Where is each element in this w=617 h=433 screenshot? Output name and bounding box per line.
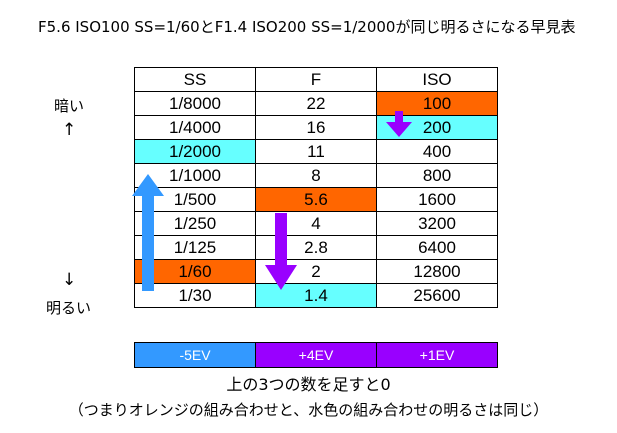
exposure-table: SS F ISO 1/8000 22 100 1/4000 16 200 1/2… <box>134 67 498 308</box>
cell-ss: 1/2000 <box>134 139 256 164</box>
cell-f: 2.8 <box>255 235 377 260</box>
cell-iso: 6400 <box>376 235 498 260</box>
ev-cell-f: +4EV <box>255 342 377 368</box>
cell-f: 5.6 <box>255 187 377 212</box>
header-iso: ISO <box>376 67 498 92</box>
cell-iso: 25600 <box>376 283 498 308</box>
ev-cell-iso: +1EV <box>376 342 498 368</box>
table-row: 1/2000 11 400 <box>134 139 498 164</box>
table-row: 1/60 2 12800 <box>134 259 498 284</box>
summary-note: 上の3つの数を足すと0 <box>226 375 391 394</box>
cell-ss: 1/500 <box>134 187 256 212</box>
cell-ss: 1/8000 <box>134 91 256 116</box>
table-row: 1/250 4 3200 <box>134 211 498 236</box>
ev-summary-table: -5EV +4EV +1EV <box>134 342 498 368</box>
cell-ss: 1/1000 <box>134 163 256 188</box>
cell-iso: 400 <box>376 139 498 164</box>
cell-f: 2 <box>255 259 377 284</box>
cell-f: 22 <box>255 91 377 116</box>
table-row: 1/30 1.4 25600 <box>134 283 498 308</box>
cell-iso: 100 <box>376 91 498 116</box>
cell-f: 8 <box>255 163 377 188</box>
cell-f: 1.4 <box>255 283 377 308</box>
cell-f: 11 <box>255 139 377 164</box>
dark-label: 暗い <box>54 97 85 115</box>
cell-iso: 12800 <box>376 259 498 284</box>
cell-iso: 1600 <box>376 187 498 212</box>
down-arrow-icon: ↓ <box>62 270 77 290</box>
header-ss: SS <box>134 67 256 92</box>
cell-f: 4 <box>255 211 377 236</box>
cell-ss: 1/250 <box>134 211 256 236</box>
page-title: F5.6 ISO100 SS=1/60とF1.4 ISO200 SS=1/200… <box>38 18 576 36</box>
table-row: 1/4000 16 200 <box>134 115 498 140</box>
ev-row: -5EV +4EV +1EV <box>134 342 498 368</box>
cell-iso: 3200 <box>376 211 498 236</box>
table-row: 1/500 5.6 1600 <box>134 187 498 212</box>
explanation-note: （つまりオレンジの組み合わせと、水色の組み合わせの明るさは同じ） <box>68 401 549 419</box>
header-f: F <box>255 67 377 92</box>
header-row: SS F ISO <box>134 67 498 92</box>
table-row: 1/8000 22 100 <box>134 91 498 116</box>
cell-iso: 800 <box>376 163 498 188</box>
cell-ss: 1/4000 <box>134 115 256 140</box>
cell-ss: 1/125 <box>134 235 256 260</box>
cell-ss: 1/30 <box>134 283 256 308</box>
table-row: 1/125 2.8 6400 <box>134 235 498 260</box>
cell-f: 16 <box>255 115 377 140</box>
cell-iso: 200 <box>376 115 498 140</box>
bright-label: 明るい <box>46 299 92 317</box>
table-row: 1/1000 8 800 <box>134 163 498 188</box>
cell-ss: 1/60 <box>134 259 256 284</box>
up-arrow-icon: ↑ <box>62 120 77 140</box>
ev-cell-ss: -5EV <box>134 342 256 368</box>
